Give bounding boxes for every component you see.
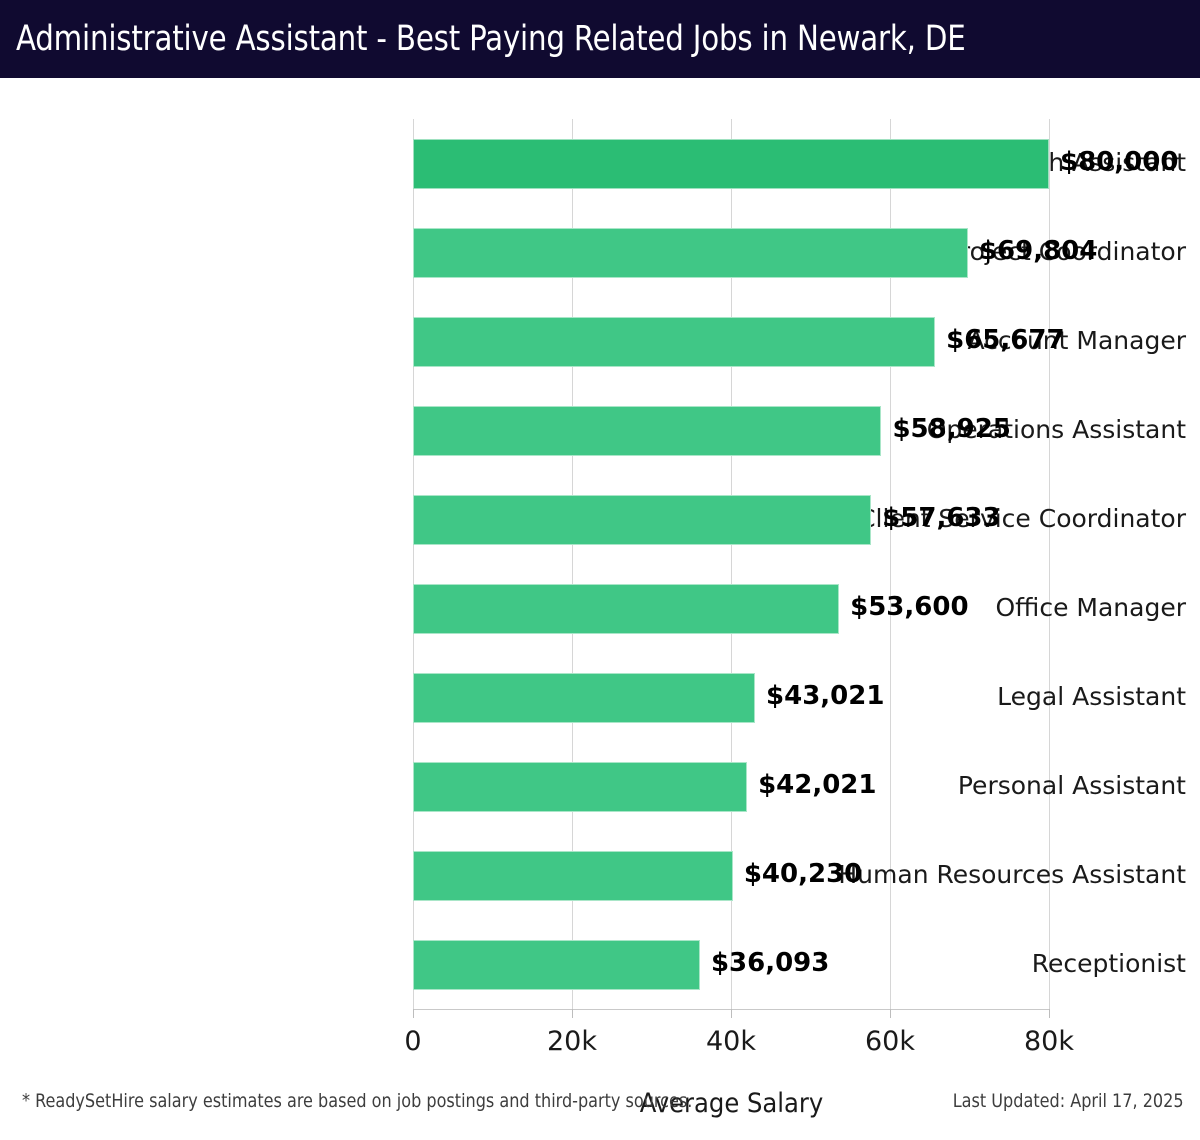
gridline-80k (1049, 119, 1050, 1009)
bar-row: Human Resources Assistant $40,230 (0, 831, 1200, 920)
x-tick-40k (731, 1009, 732, 1018)
disclaimer-text: * ReadySetHire salary estimates are base… (22, 1090, 693, 1112)
bar-value-label: $58,925 (892, 413, 1011, 444)
last-updated-text: Last Updated: April 17, 2025 (953, 1090, 1184, 1112)
category-label: Project Coordinator (945, 236, 1186, 266)
x-tick-0 (413, 1009, 414, 1018)
gridline-60k (890, 119, 891, 1009)
bar-value-label: $53,600 (850, 591, 969, 622)
x-tick-label: 20k (547, 1026, 597, 1057)
footer: * ReadySetHire salary estimates are base… (0, 1090, 1200, 1140)
bar-row: Personal Assistant $42,021 (0, 742, 1200, 831)
category-label: Operations Assistant (926, 414, 1186, 444)
bar[interactable] (413, 672, 756, 723)
page-title: Administrative Assistant - Best Paying R… (16, 19, 966, 59)
bar[interactable] (413, 761, 748, 812)
bar[interactable] (413, 138, 1049, 189)
bar-value-label: $36,093 (710, 947, 830, 978)
bar[interactable] (413, 583, 840, 634)
category-label: Legal Assistant (997, 681, 1186, 711)
bar-row: Project Coordinator $69,804 (0, 208, 1200, 297)
bar-value-label: $42,021 (758, 769, 877, 800)
bar-row: Research Assistant $80,000 (0, 119, 1200, 208)
x-axis-title: Average Salary (639, 1088, 824, 1119)
gridline-0 (413, 119, 414, 1009)
category-label: Personal Assistant (957, 770, 1186, 800)
bar-chart: Research Assistant $80,000 Project Coordin… (0, 78, 1200, 1119)
bar-value-label: $69,804 (978, 235, 1098, 266)
bar-row: Account Manager $65,677 (0, 297, 1200, 386)
category-label: Receptionist (1031, 948, 1186, 978)
bar[interactable] (413, 850, 733, 901)
x-tick-label: 40k (706, 1026, 756, 1057)
bar-value-label: $40,230 (743, 858, 863, 889)
gridline-40k (731, 119, 732, 1009)
x-tick-20k (572, 1009, 573, 1018)
category-label: Human Resources Assistant (838, 859, 1186, 889)
bar-row: Office Manager $53,600 (0, 564, 1200, 653)
x-tick-label: 0 (404, 1026, 422, 1057)
bar-value-label: $80,000 (1060, 146, 1179, 177)
bar-row: Operations Assistant $58,925 (0, 386, 1200, 475)
bar[interactable] (413, 405, 882, 456)
category-label: Account Manager (967, 325, 1186, 355)
x-tick-60k (890, 1009, 891, 1018)
bar-row: Client Service Coordinator $57,633 (0, 475, 1200, 564)
bar-row: Receptionist $36,093 (0, 920, 1200, 1009)
bar[interactable] (413, 227, 968, 278)
bar[interactable] (413, 316, 936, 367)
category-label: Client Service Coordinator (858, 503, 1186, 533)
bar-value-label: $43,021 (766, 680, 885, 711)
category-label: Office Manager (995, 592, 1186, 622)
bar-row: Legal Assistant $43,021 (0, 653, 1200, 742)
plot-gridlines (413, 119, 1050, 1009)
x-tick-label: 80k (1024, 1026, 1074, 1057)
header-bar: Administrative Assistant - Best Paying R… (0, 0, 1200, 78)
bar[interactable] (413, 494, 872, 545)
bar-value-label: $57,633 (882, 502, 1001, 533)
x-tick-label: 60k (865, 1026, 915, 1057)
bar-value-label: $65,677 (946, 324, 1065, 355)
bar[interactable] (413, 939, 700, 990)
gridline-20k (572, 119, 573, 1009)
x-tick-80k (1049, 1009, 1050, 1018)
